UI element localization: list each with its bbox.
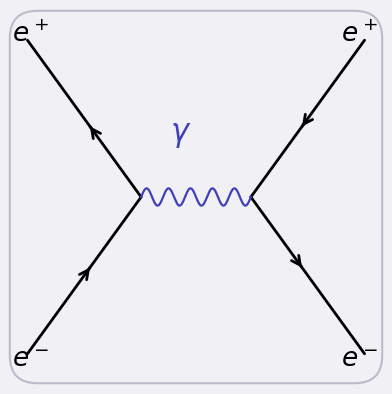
Text: $e^+$: $e^+$	[341, 22, 378, 48]
FancyBboxPatch shape	[10, 11, 382, 383]
Text: $\gamma$: $\gamma$	[170, 121, 191, 150]
Text: $e^+$: $e^+$	[12, 22, 49, 48]
Text: $e^-$: $e^-$	[341, 348, 377, 374]
Text: $e^-$: $e^-$	[12, 348, 48, 374]
